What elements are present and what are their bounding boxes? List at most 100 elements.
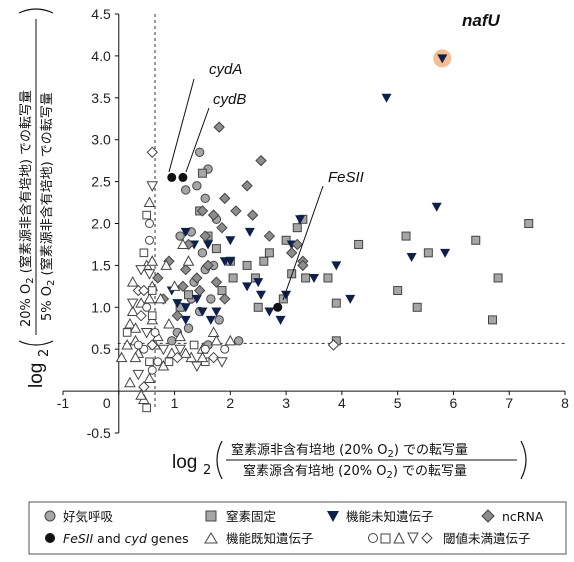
- below-threshold-point: [143, 269, 156, 280]
- y-axis-denominator-a: 5% O: [40, 286, 55, 321]
- x-axis-numerator-a: 窒素源非含有培地 (20% O: [231, 442, 387, 458]
- legend-box: [28, 501, 567, 555]
- fixation-point: [412, 302, 422, 312]
- unknown-gene-point: [309, 273, 319, 283]
- below-threshold-point: [153, 357, 163, 367]
- ncrna-point: [230, 205, 242, 217]
- known-gene-point: [168, 280, 181, 291]
- x-tick-label: 4: [338, 395, 346, 411]
- fixation-point: [253, 302, 263, 312]
- known-gene-point: [143, 372, 156, 384]
- aerobic-point: [197, 248, 208, 258]
- below-threshold-point: [146, 339, 158, 351]
- below-threshold-point: [216, 357, 228, 368]
- fixation-point: [471, 235, 481, 245]
- below-threshold-point: [144, 235, 154, 245]
- legend-below-circle-marker: [368, 533, 378, 543]
- fixation-point: [423, 248, 433, 258]
- below-threshold-point: [146, 255, 159, 266]
- axes: -1 0 1 2 3 4 5 6 7 8 -0.5 0.5 1.0 1.5 2.0 2.5 3.0 3.5 4.0 4…: [57, 6, 569, 441]
- below-threshold-point: [146, 146, 158, 158]
- ncrna-point: [196, 205, 209, 217]
- below-threshold-point: [200, 344, 210, 354]
- aerobic-point: [194, 147, 205, 157]
- legend-below-label: 閾値未満遺伝子: [443, 531, 531, 546]
- known-gene-point: [177, 238, 189, 249]
- ncrna-point: [207, 209, 220, 221]
- legend-fesii-cyd: cyd: [125, 531, 147, 546]
- y-axis-denominator: 5% O2 (窒素源非含有培地) での転写量: [39, 92, 57, 321]
- ncrna-point: [285, 247, 298, 259]
- legend-unknown-label: 機能未知遺伝子: [346, 509, 434, 524]
- below-threshold-point: [138, 381, 150, 393]
- threshold-lines: [117, 14, 565, 408]
- x-axis-numerator-c: ) での転写量: [394, 443, 468, 458]
- fixation-point: [292, 223, 302, 233]
- below-threshold-point: [179, 347, 192, 358]
- ncrna-point: [246, 209, 259, 221]
- y-tick-label: -0.5: [87, 425, 111, 441]
- legend-fesii-and: and: [93, 531, 124, 546]
- legend-aerobic-marker: [44, 510, 56, 522]
- y-axis-numerator-c: (窒素源非含有培地) での転写量: [18, 90, 34, 277]
- y-axis-log-base: 2: [37, 349, 52, 357]
- x-axis-numerator-sub: 2: [387, 449, 393, 460]
- unknown-gene-point: [253, 278, 264, 288]
- legend-known-label: 機能既知遺伝子: [226, 531, 314, 546]
- unknown-gene-point: [211, 307, 222, 317]
- ncrna-point: [152, 272, 164, 284]
- x-axis-denominator-c: ) での転写量: [393, 464, 467, 479]
- x-tick-label: 3: [282, 395, 290, 411]
- legend-fesii-genes: genes: [147, 531, 189, 546]
- ncrna-point: [255, 154, 267, 167]
- x-axis-denominator-a: 窒素源含有培地 (20% O: [243, 463, 386, 479]
- known-gene-point: [224, 334, 237, 346]
- ncrna-point: [193, 284, 206, 297]
- unknown-gene-point: [225, 236, 236, 246]
- below-threshold-point: [196, 351, 209, 363]
- fixation-point: [331, 298, 341, 308]
- cydB-leader-line: [185, 107, 210, 173]
- ncrna-point: [213, 121, 225, 133]
- ncrna-point: [219, 192, 231, 205]
- unknown-gene-point: [281, 290, 292, 300]
- legend: 好気呼吸 窒素固定 機能未知遺伝子 ncRNA FeSII and cyd ge…: [28, 501, 567, 555]
- below-threshold-point: [157, 344, 170, 356]
- y-axis-left-paren: [18, 340, 54, 346]
- unknown-gene-point: [205, 315, 216, 325]
- below-threshold-point: [143, 292, 156, 304]
- y-axis-numerator: 20% O2 (窒素源非含有培地) での転写量: [18, 90, 36, 327]
- y-axis-numerator-a: 20% O: [19, 284, 34, 327]
- y-axis-right-paren: [18, 8, 54, 14]
- aerobic-point: [200, 193, 210, 204]
- ncrna-point: [263, 230, 276, 242]
- y-axis-log: log: [26, 363, 47, 388]
- unknown-gene-point: [275, 315, 286, 325]
- below-threshold-point: [207, 351, 220, 364]
- unknown-gene-point: [381, 93, 392, 103]
- legend-ncrna-marker: [481, 509, 495, 523]
- x-tick-label: -1: [57, 395, 70, 411]
- ncrna-point: [171, 309, 184, 322]
- fesii-cyd-point: [178, 172, 188, 182]
- fixation-point: [524, 219, 534, 228]
- unknown-gene-point: [244, 227, 255, 237]
- y-axis-denominator-c: (窒素源非含有培地) での転写量: [39, 92, 55, 279]
- legend-below-diamond-marker: [421, 532, 433, 544]
- below-threshold-point: [171, 351, 184, 364]
- ncrna-point: [202, 259, 214, 272]
- x-tick-label: 1: [171, 395, 179, 411]
- fixation-point: [281, 235, 291, 245]
- unknown-gene-point: [295, 215, 306, 225]
- legend-fixation-label: 窒素固定: [226, 509, 276, 524]
- gene-annotations: nafU cydA cydB FeSII: [168, 11, 501, 301]
- below-threshold-point: [135, 309, 147, 322]
- x-axis-log-base: 2: [203, 463, 211, 478]
- unknown-gene-point: [264, 307, 275, 317]
- ncrna-point: [210, 276, 223, 288]
- fixation-point: [217, 286, 227, 296]
- fixation-point: [354, 239, 364, 249]
- cydA-annotation: cydA: [209, 61, 242, 78]
- fixation-point: [197, 168, 207, 178]
- legend-fesii-label: FeSII and cyd genes: [63, 531, 189, 546]
